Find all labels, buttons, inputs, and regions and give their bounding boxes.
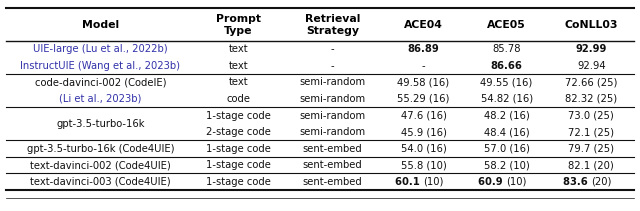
Text: 92.99: 92.99 — [575, 44, 607, 54]
Text: (Li et al., 2023b): (Li et al., 2023b) — [60, 94, 141, 104]
Text: 49.55 (16): 49.55 (16) — [481, 77, 532, 88]
Text: text-davinci-003 (Code4UIE): text-davinci-003 (Code4UIE) — [30, 177, 171, 187]
Text: 58.2 (10): 58.2 (10) — [484, 160, 529, 170]
Text: (10): (10) — [424, 177, 444, 187]
Text: (10): (10) — [507, 177, 527, 187]
Text: UIE-large (Lu et al., 2022b): UIE-large (Lu et al., 2022b) — [33, 44, 168, 54]
Text: 60.1: 60.1 — [395, 177, 424, 187]
Text: gpt-3.5-turbo-16k: gpt-3.5-turbo-16k — [56, 119, 145, 129]
Text: 79.7 (25): 79.7 (25) — [568, 143, 614, 154]
Text: CoNLL03: CoNLL03 — [564, 20, 618, 30]
Text: 1-stage code: 1-stage code — [206, 111, 271, 120]
Text: 86.66: 86.66 — [491, 61, 522, 71]
Text: 86.89: 86.89 — [408, 44, 440, 54]
Text: Model: Model — [82, 20, 119, 30]
Text: sent-embed: sent-embed — [303, 160, 362, 170]
Text: text: text — [228, 61, 248, 71]
Text: InstructUIE (Wang et al., 2023b): InstructUIE (Wang et al., 2023b) — [20, 61, 180, 71]
Text: 72.66 (25): 72.66 (25) — [565, 77, 618, 88]
Text: 57.0 (16): 57.0 (16) — [484, 143, 529, 154]
Text: 2-stage code: 2-stage code — [206, 127, 271, 137]
Text: semi-random: semi-random — [300, 77, 365, 88]
Text: 54.82 (16): 54.82 (16) — [481, 94, 532, 104]
Text: -: - — [331, 44, 334, 54]
Text: 1-stage code: 1-stage code — [206, 177, 271, 187]
Text: 82.32 (25): 82.32 (25) — [565, 94, 618, 104]
Text: Retrieval
Strategy: Retrieval Strategy — [305, 14, 360, 36]
Text: code-davinci-002 (CodeIE): code-davinci-002 (CodeIE) — [35, 77, 166, 88]
Text: semi-random: semi-random — [300, 111, 365, 120]
Text: 54.0 (16): 54.0 (16) — [401, 143, 446, 154]
Text: (20): (20) — [591, 177, 612, 187]
Text: 92.94: 92.94 — [577, 61, 605, 71]
Text: ACE04: ACE04 — [404, 20, 443, 30]
Text: sent-embed: sent-embed — [303, 143, 362, 154]
Text: semi-random: semi-random — [300, 94, 365, 104]
Text: 1-stage code: 1-stage code — [206, 143, 271, 154]
Text: 73.0 (25): 73.0 (25) — [568, 111, 614, 120]
Text: 45.9 (16): 45.9 (16) — [401, 127, 447, 137]
Text: semi-random: semi-random — [300, 127, 365, 137]
Text: text: text — [228, 44, 248, 54]
Text: 55.29 (16): 55.29 (16) — [397, 94, 450, 104]
Text: 47.6 (16): 47.6 (16) — [401, 111, 447, 120]
Text: 48.4 (16): 48.4 (16) — [484, 127, 529, 137]
Text: gpt-3.5-turbo-16k (Code4UIE): gpt-3.5-turbo-16k (Code4UIE) — [27, 143, 174, 154]
Text: text: text — [228, 77, 248, 88]
Text: 55.8 (10): 55.8 (10) — [401, 160, 446, 170]
Text: 60.9: 60.9 — [479, 177, 507, 187]
Text: code: code — [227, 94, 250, 104]
Text: 85.78: 85.78 — [492, 44, 521, 54]
Text: 1-stage code: 1-stage code — [206, 160, 271, 170]
Text: 48.2 (16): 48.2 (16) — [484, 111, 529, 120]
Text: 83.6: 83.6 — [563, 177, 591, 187]
Text: -: - — [422, 61, 426, 71]
Text: text-davinci-002 (Code4UIE): text-davinci-002 (Code4UIE) — [30, 160, 171, 170]
Text: -: - — [331, 61, 334, 71]
Text: 49.58 (16): 49.58 (16) — [397, 77, 449, 88]
Text: 72.1 (25): 72.1 (25) — [568, 127, 614, 137]
Text: ACE05: ACE05 — [487, 20, 526, 30]
Text: sent-embed: sent-embed — [303, 177, 362, 187]
Text: Prompt
Type: Prompt Type — [216, 14, 261, 36]
Text: 82.1 (20): 82.1 (20) — [568, 160, 614, 170]
